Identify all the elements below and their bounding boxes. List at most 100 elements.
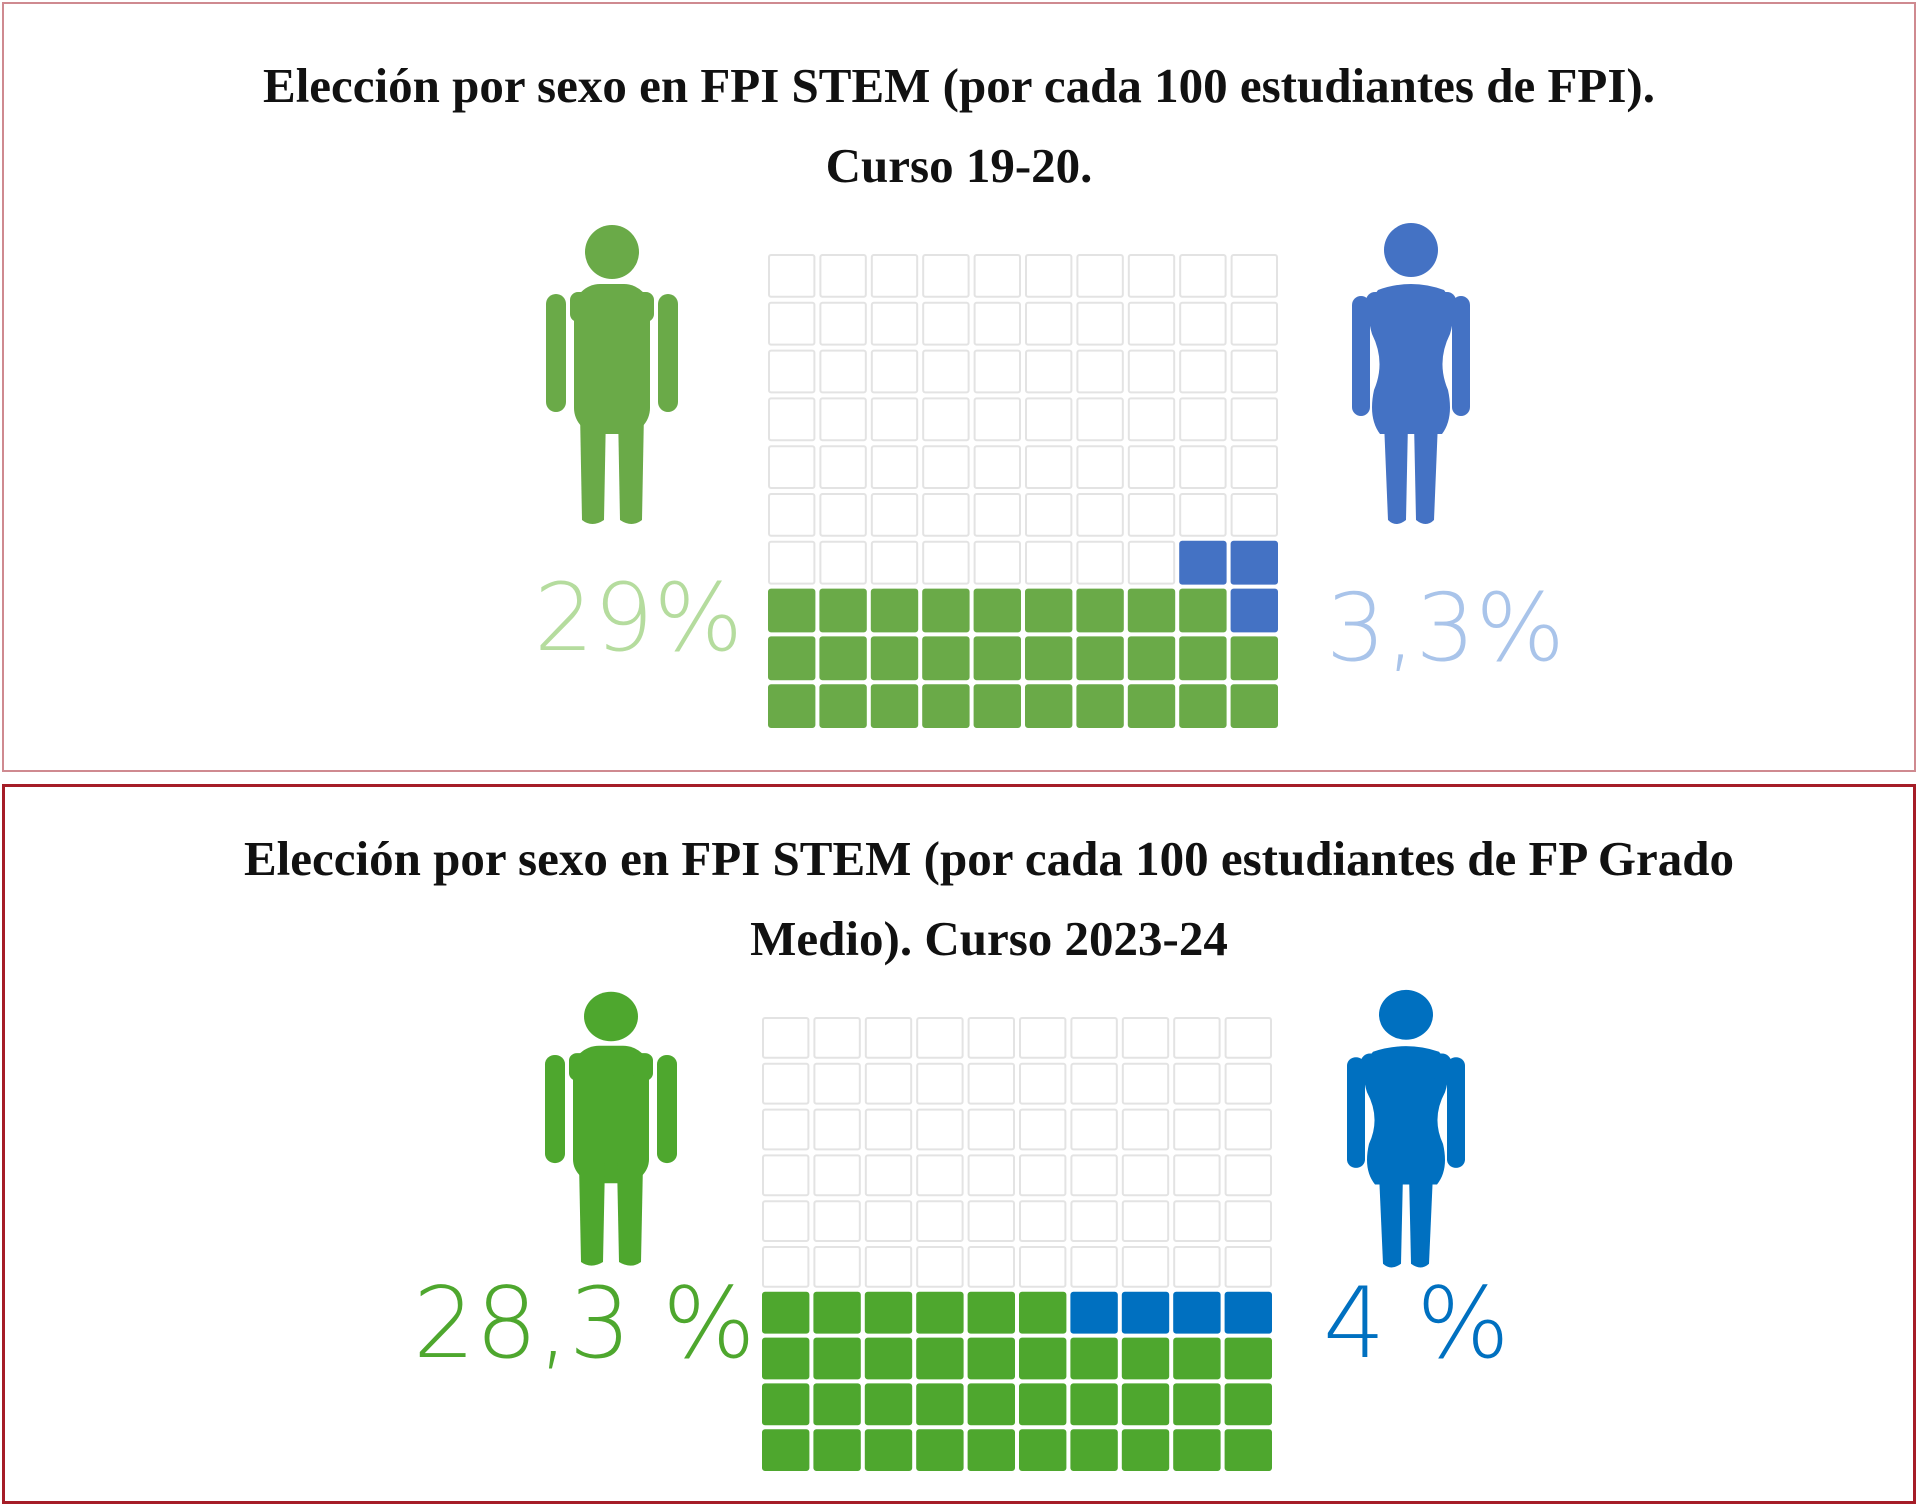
waffle-cell-empty	[813, 1200, 861, 1242]
waffle-cell-men	[1127, 636, 1176, 681]
waffle-cell-men	[762, 1291, 810, 1334]
waffle-cell-empty	[762, 1154, 810, 1197]
waffle-cell-men	[1127, 684, 1176, 729]
waffle-cell-empty	[1179, 254, 1227, 298]
waffle-cell-empty	[1224, 1062, 1273, 1105]
waffle-cell-empty	[1173, 1200, 1221, 1242]
waffle-cell-empty	[1179, 493, 1227, 537]
woman-icon	[1347, 989, 1465, 1268]
waffle-cell-empty	[967, 1246, 1016, 1288]
waffle-cell-empty	[1127, 301, 1176, 346]
waffle-cell-empty	[1127, 397, 1176, 442]
chart-title-line-2: Medio). Curso 2023-24	[750, 911, 1228, 966]
waffle-cell-empty	[819, 445, 867, 489]
waffle-cell-empty	[819, 301, 867, 346]
waffle-cell-men	[967, 1291, 1016, 1334]
waffle-cell-empty	[922, 254, 970, 298]
waffle-cell-empty	[1127, 349, 1176, 394]
waffle-cell-empty	[1076, 493, 1124, 537]
waffle-cell-empty	[1173, 1154, 1221, 1197]
waffle-cell-empty	[1173, 1246, 1221, 1288]
waffle-cell-women	[1230, 588, 1279, 633]
chart-title: Elección por sexo en FPI STEM (por cada …	[4, 46, 1914, 206]
waffle-cell-empty	[864, 1062, 913, 1105]
waffle-cell-empty	[762, 1246, 810, 1288]
waffle-cell-empty	[1224, 1108, 1273, 1151]
waffle-grid	[768, 254, 1279, 729]
waffle-cell-empty	[1070, 1200, 1118, 1242]
waffle-cell-empty	[1019, 1246, 1067, 1288]
waffle-cell-empty	[1076, 349, 1124, 394]
waffle-cell-men	[1121, 1337, 1170, 1380]
waffle-cell-empty	[1121, 1246, 1170, 1288]
waffle-cell-men	[1025, 588, 1073, 633]
waffle-cell-men	[1179, 636, 1227, 681]
waffle-cell-men	[973, 636, 1022, 681]
waffle-cell-men	[1127, 588, 1176, 633]
waffle-cell-empty	[819, 254, 867, 298]
waffle-cell-men	[864, 1337, 913, 1380]
waffle-cell-empty	[973, 540, 1022, 585]
waffle-cell-men	[922, 636, 970, 681]
waffle-cell-empty	[1179, 445, 1227, 489]
waffle-cell-men	[1173, 1429, 1221, 1472]
chart-title-line-1: Elección por sexo en FPI STEM (por cada …	[244, 831, 1734, 886]
waffle-cell-empty	[1076, 445, 1124, 489]
waffle-cell-empty	[973, 254, 1022, 298]
woman-icon	[1352, 223, 1470, 524]
waffle-cell-empty	[870, 254, 919, 298]
waffle-cell-women	[1179, 540, 1227, 585]
waffle-cell-empty	[870, 445, 919, 489]
waffle-cell-men	[864, 1291, 913, 1334]
men-percentage: 29%	[534, 564, 743, 673]
waffle-cell-men	[922, 684, 970, 729]
waffle-cell-empty	[813, 1246, 861, 1288]
waffle-cell-empty	[870, 540, 919, 585]
waffle-cell-men	[1230, 684, 1279, 729]
waffle-cell-empty	[967, 1017, 1016, 1059]
waffle-cell-men	[1025, 684, 1073, 729]
waffle-cell-men	[762, 1383, 810, 1426]
waffle-cell-women	[1230, 540, 1279, 585]
waffle-cell-empty	[1230, 493, 1279, 537]
waffle-cell-men	[916, 1429, 964, 1472]
waffle-cell-men	[1070, 1337, 1118, 1380]
waffle-cell-empty	[813, 1154, 861, 1197]
waffle-cell-empty	[864, 1246, 913, 1288]
waffle-cell-men	[1224, 1337, 1273, 1380]
waffle-cell-empty	[1224, 1017, 1273, 1059]
waffle-cell-empty	[922, 349, 970, 394]
waffle-cell-women	[1173, 1291, 1221, 1334]
waffle-cell-empty	[1025, 445, 1073, 489]
waffle-cell-empty	[1076, 301, 1124, 346]
waffle-cell-men	[916, 1383, 964, 1426]
waffle-cell-empty	[916, 1246, 964, 1288]
waffle-cell-empty	[870, 397, 919, 442]
waffle-cell-empty	[1127, 540, 1176, 585]
waffle-cell-empty	[864, 1200, 913, 1242]
waffle-cell-empty	[973, 493, 1022, 537]
chart-title-line-2: Curso 19-20.	[825, 138, 1093, 193]
waffle-cell-empty	[973, 349, 1022, 394]
waffle-cell-empty	[1173, 1108, 1221, 1151]
waffle-cell-men	[1076, 636, 1124, 681]
waffle-cell-men	[813, 1429, 861, 1472]
waffle-cell-men	[1076, 684, 1124, 729]
waffle-cell-men	[768, 684, 816, 729]
waffle-cell-empty	[813, 1062, 861, 1105]
waffle-cell-empty	[1230, 349, 1279, 394]
waffle-cell-men	[916, 1291, 964, 1334]
waffle-cell-empty	[864, 1017, 913, 1059]
waffle-cell-men	[819, 684, 867, 729]
women-percentage: 3,3%	[1326, 574, 1565, 683]
waffle-cell-men	[1019, 1429, 1067, 1472]
waffle-cell-men	[819, 588, 867, 633]
waffle-cell-men	[762, 1429, 810, 1472]
waffle-cell-men	[1173, 1337, 1221, 1380]
waffle-cell-men	[864, 1429, 913, 1472]
waffle-cell-empty	[819, 397, 867, 442]
waffle-cell-empty	[922, 493, 970, 537]
waffle-cell-empty	[1230, 301, 1279, 346]
waffle-cell-empty	[768, 540, 816, 585]
waffle-cell-men	[813, 1337, 861, 1380]
